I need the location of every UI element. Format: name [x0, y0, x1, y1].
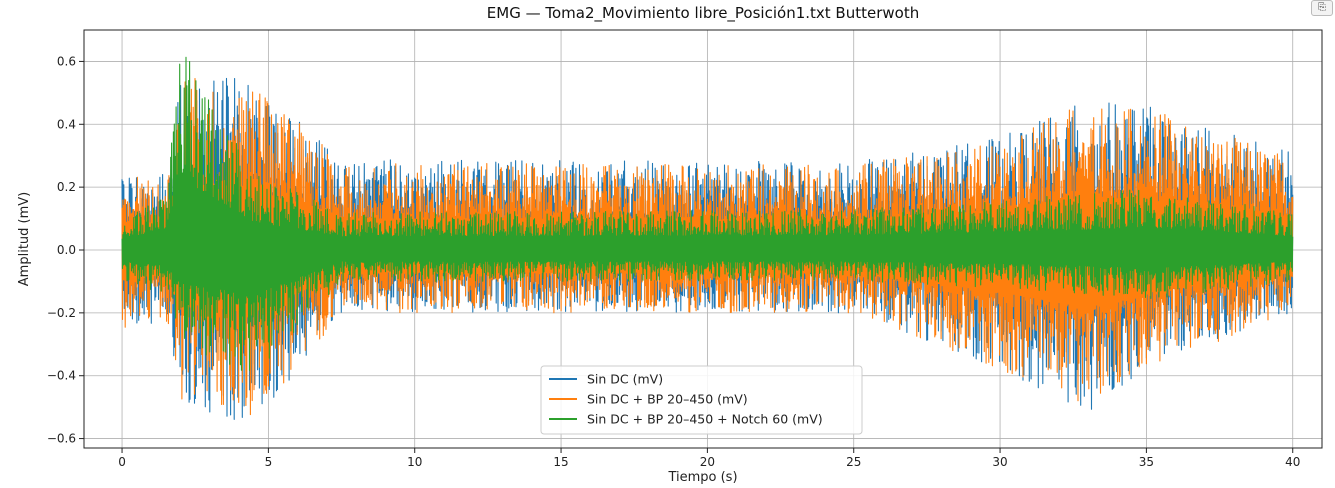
legend: Sin DC (mV) Sin DC + BP 20–450 (mV) Sin DC… — [540, 365, 863, 435]
x-tick-label: 10 — [407, 455, 422, 469]
x-tick-label: 5 — [265, 455, 273, 469]
x-axis-label: Tiempo (s) — [667, 470, 737, 485]
chart-title: EMG — Toma2_Movimiento libre_Posición1.t… — [487, 4, 919, 23]
legend-box — [540, 365, 863, 435]
x-tick-label: 0 — [118, 455, 126, 469]
y-axis: −0.6 −0.4 −0.2 0.0 0.2 0.4 0.6 — [47, 54, 84, 446]
copy-icon[interactable]: ⎘ — [1311, 0, 1333, 16]
legend-label: Sin DC (mV) — [587, 372, 663, 387]
x-axis: 0 5 10 15 20 25 30 35 40 — [118, 448, 1300, 469]
y-tick-label: −0.4 — [47, 369, 76, 383]
y-tick-label: 0.0 — [57, 243, 76, 257]
x-tick-label: 40 — [1285, 455, 1300, 469]
y-tick-label: 0.2 — [57, 180, 76, 194]
legend-label: Sin DC + BP 20–450 (mV) — [587, 392, 748, 407]
x-tick-label: 25 — [846, 455, 861, 469]
legend-label: Sin DC + BP 20–450 + Notch 60 (mV) — [587, 412, 823, 427]
x-tick-label: 15 — [553, 455, 568, 469]
y-axis-label: Amplitud (mV) — [17, 192, 32, 286]
x-tick-label: 35 — [1139, 455, 1154, 469]
y-tick-label: −0.6 — [47, 432, 76, 446]
x-tick-label: 20 — [700, 455, 715, 469]
series-line — [121, 56, 1294, 371]
plot-frame — [83, 29, 1323, 449]
y-tick-label: 0.4 — [57, 117, 76, 131]
x-tick-label: 30 — [992, 455, 1007, 469]
y-tick-label: −0.2 — [47, 306, 76, 320]
plot-series — [121, 56, 1294, 420]
y-tick-label: 0.6 — [57, 54, 76, 68]
